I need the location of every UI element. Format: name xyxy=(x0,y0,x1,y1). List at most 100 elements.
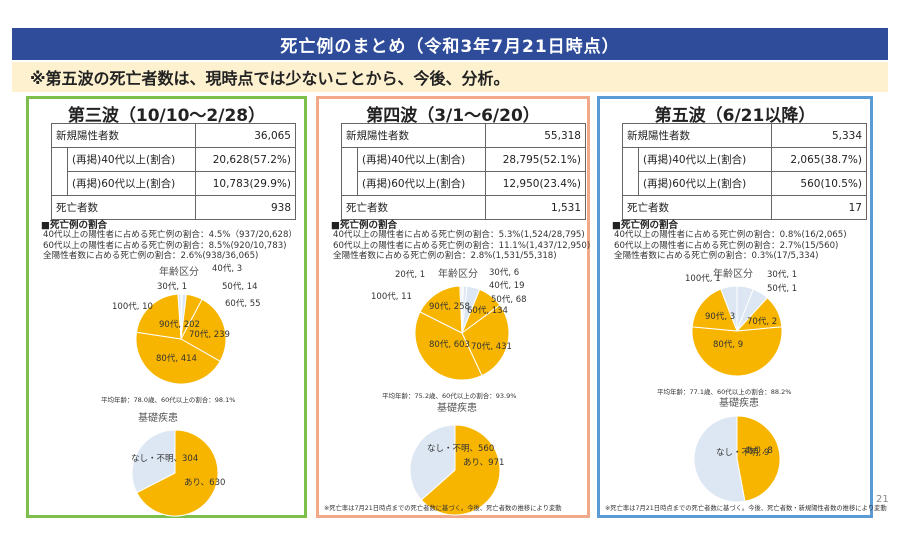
disease-slice-label: あり、630 xyxy=(184,478,225,488)
label-cell: 死亡者数 xyxy=(622,195,772,220)
wave-heading: 第三波（10/10〜2/28） xyxy=(67,106,266,126)
age-slice-label: 70代, 239 xyxy=(189,329,230,340)
page-title: 死亡例のまとめ（令和3年7月21日時点） xyxy=(12,28,888,60)
ratio-line: 全陽性者数に占める死亡例の割合：0.3%(17/5,334) xyxy=(614,251,819,261)
age-slice-label: 80代, 603 xyxy=(429,339,470,350)
label-cell: (再掲)40代以上(割合) xyxy=(356,147,487,172)
stats-row: (再掲)40代以上(割合) 28,795(52.1%) xyxy=(341,147,586,172)
average-age-note: 平均年齢：78.0歳、60代以上の割合：98.1% xyxy=(101,396,236,404)
age-slice-label: 60代, 134 xyxy=(467,305,508,316)
age-slice-label: 90代, 202 xyxy=(159,319,200,330)
disease-pie-slice xyxy=(131,429,176,494)
age-slice-label: 80代, 9 xyxy=(713,339,743,350)
age-pie-slice xyxy=(419,285,463,334)
age-slice-label: 90代, 3 xyxy=(705,311,735,322)
value-cell: 36,065 xyxy=(195,123,296,148)
average-age-note: 平均年齢：75.2歳、60代以上の割合：93.9% xyxy=(382,392,517,400)
stats-table: 新規陽性者数 55,318 (再掲)40代以上(割合) 28,795(52.1%) (再… xyxy=(340,123,586,220)
stats-row: 死亡者数 938 xyxy=(50,195,296,220)
age-pie-slice xyxy=(177,293,182,340)
age-slice-label: 30代, 1 xyxy=(767,269,797,280)
ratio-line: 60代以上の陽性者に占める死亡例の割合：2.7%(15/560) xyxy=(614,240,839,251)
disease-slice-label: あり、971 xyxy=(463,458,504,468)
age-slice-label: 40代, 19 xyxy=(489,280,525,291)
stats-row: 死亡者数 1,531 xyxy=(340,195,586,220)
disease-pie-slice xyxy=(693,415,746,503)
age-pie-slice xyxy=(691,326,783,377)
disease-slice-label: なし・不明, 9 xyxy=(716,448,769,458)
page-number: 21 xyxy=(876,494,889,505)
ratio-heading: ■死亡例の割合 xyxy=(612,220,678,231)
age-pie-slice xyxy=(720,285,738,332)
age-slice-label: 100代, 1 xyxy=(685,273,721,284)
age-slice-label: 100代, 10 xyxy=(112,301,153,312)
age-slice-label: 60代, 55 xyxy=(225,298,261,309)
label-cell: (再掲)40代以上(割合) xyxy=(66,147,197,172)
age-pie-slice xyxy=(414,311,483,381)
disease-pie-slice xyxy=(420,424,501,516)
stats-row: (再掲)40代以上(割合) 2,065(38.7%) xyxy=(622,147,868,172)
ratio-line: 60代以上の陽性者に占める死亡例の割合：8.5%(920/10,783) xyxy=(43,240,287,251)
analysis-note: ※第五波の死亡者数は、現時点では少ないことから、今後、分析。 xyxy=(12,62,888,92)
stats-row: (再掲)60代以上(割合) 10,783(29.9%) xyxy=(51,171,296,196)
age-slice-label: 20代, 1 xyxy=(395,269,425,280)
footnote: ※死亡率は7月21日時点までの死亡者数に基づく。今後、死亡者数・新規陽性者数の推… xyxy=(605,505,887,512)
value-cell: 1,531 xyxy=(485,195,586,220)
ratio-line: 60代以上の陽性者に占める死亡例の割合：11.1%(1,437/12,950) xyxy=(333,240,591,251)
indent-cell xyxy=(622,171,639,196)
age-slice-label: 50代, 1 xyxy=(767,283,797,294)
ratio-line: 40代以上の陽性者に占める死亡例の割合：0.8%(16/2,065) xyxy=(614,230,847,240)
ratio-line: 全陽性者数に占める死亡例の割合：2.6%(938/36,065) xyxy=(43,251,259,261)
value-cell: 2,065(38.7%) xyxy=(770,147,868,172)
disease-pie-slice xyxy=(736,415,781,502)
age-pie-slice xyxy=(135,331,221,385)
age-slice-label: 100代, 11 xyxy=(371,291,412,302)
age-slice-label: 90代, 258 xyxy=(429,301,470,312)
wave-panel: 第四波（3/1〜6/20） 新規陽性者数 55,318 (再掲)40代以上(割合) 28… xyxy=(316,96,590,518)
age-slice-label: 50代, 14 xyxy=(222,281,258,292)
stats-table: 新規陽性者数 36,065 (再掲)40代以上(割合) 20,628(57.2%) (再… xyxy=(50,123,296,220)
age-slice-label: 40代, 3 xyxy=(212,263,242,274)
footnote: ※死亡率は7月21日時点までの死亡者数に基づく。今後、死亡者数の推移により変動 xyxy=(324,505,562,512)
stats-row: 新規陽性者数 55,318 xyxy=(340,123,586,148)
ratio-heading: ■死亡例の割合 xyxy=(331,220,397,231)
indent-cell xyxy=(622,147,639,172)
age-slice-label: 30代, 6 xyxy=(489,267,519,278)
ratio-heading: ■死亡例の割合 xyxy=(41,220,107,231)
value-cell: 28,795(52.1%) xyxy=(485,147,586,172)
disease-chart-title: 基礎疾患 xyxy=(437,403,477,414)
age-slice-label: 80代, 414 xyxy=(156,353,197,364)
label-cell: (再掲)40代以上(割合) xyxy=(638,147,772,172)
age-slice-label: 30代, 1 xyxy=(157,281,187,292)
disease-pie-slice xyxy=(409,424,456,501)
stats-row: 新規陽性者数 36,065 xyxy=(50,123,296,148)
label-cell: 死亡者数 xyxy=(340,195,487,220)
disease-slice-label: なし・不明、304 xyxy=(131,454,198,464)
age-pie-slice xyxy=(691,288,738,332)
age-pie-slice xyxy=(135,293,182,340)
label-cell: 新規陽性者数 xyxy=(50,123,197,148)
wave-heading: 第四波（3/1〜6/20） xyxy=(366,106,540,126)
ratio-line: 40代以上の陽性者に占める死亡例の割合：4.5%（937/20,628） xyxy=(43,230,298,240)
disease-pie-chart: あり、630 なし・不明、304 xyxy=(131,429,225,517)
value-cell: 938 xyxy=(195,195,296,220)
stats-row: 死亡者数 17 xyxy=(622,195,868,220)
age-slice-label: 50代, 68 xyxy=(491,294,527,305)
wave-heading: 第五波（6/21以降） xyxy=(654,106,816,126)
age-chart-title: 年齢区分 xyxy=(713,269,753,280)
age-chart-title: 年齢区分 xyxy=(159,267,199,278)
age-slice-label: 70代, 2 xyxy=(747,316,777,327)
label-cell: (再掲)60代以上(割合) xyxy=(356,171,487,196)
wave-panel: 第五波（6/21以降） 新規陽性者数 5,334 (再掲)40代以上(割合) 2,065… xyxy=(597,96,887,518)
label-cell: 死亡者数 xyxy=(50,195,197,220)
disease-chart-title: 基礎疾患 xyxy=(138,413,178,424)
age-pie-chart: 30代, 1 50代, 1 70代, 2 80代, 9 90代, 3 100代, 1 xyxy=(685,269,797,377)
stats-row: (再掲)40代以上(割合) 20,628(57.2%) xyxy=(51,147,296,172)
disease-pie-slice xyxy=(136,429,219,517)
disease-pie-chart: あり, 8なし・不明, 9 xyxy=(693,415,781,503)
average-age-note: 平均年齢：77.1歳、60代以上の割合：88.2% xyxy=(657,388,792,396)
disease-slice-label: あり, 8 xyxy=(745,446,773,456)
label-cell: (再掲)60代以上(割合) xyxy=(66,171,197,196)
age-pie-slice xyxy=(459,285,463,334)
